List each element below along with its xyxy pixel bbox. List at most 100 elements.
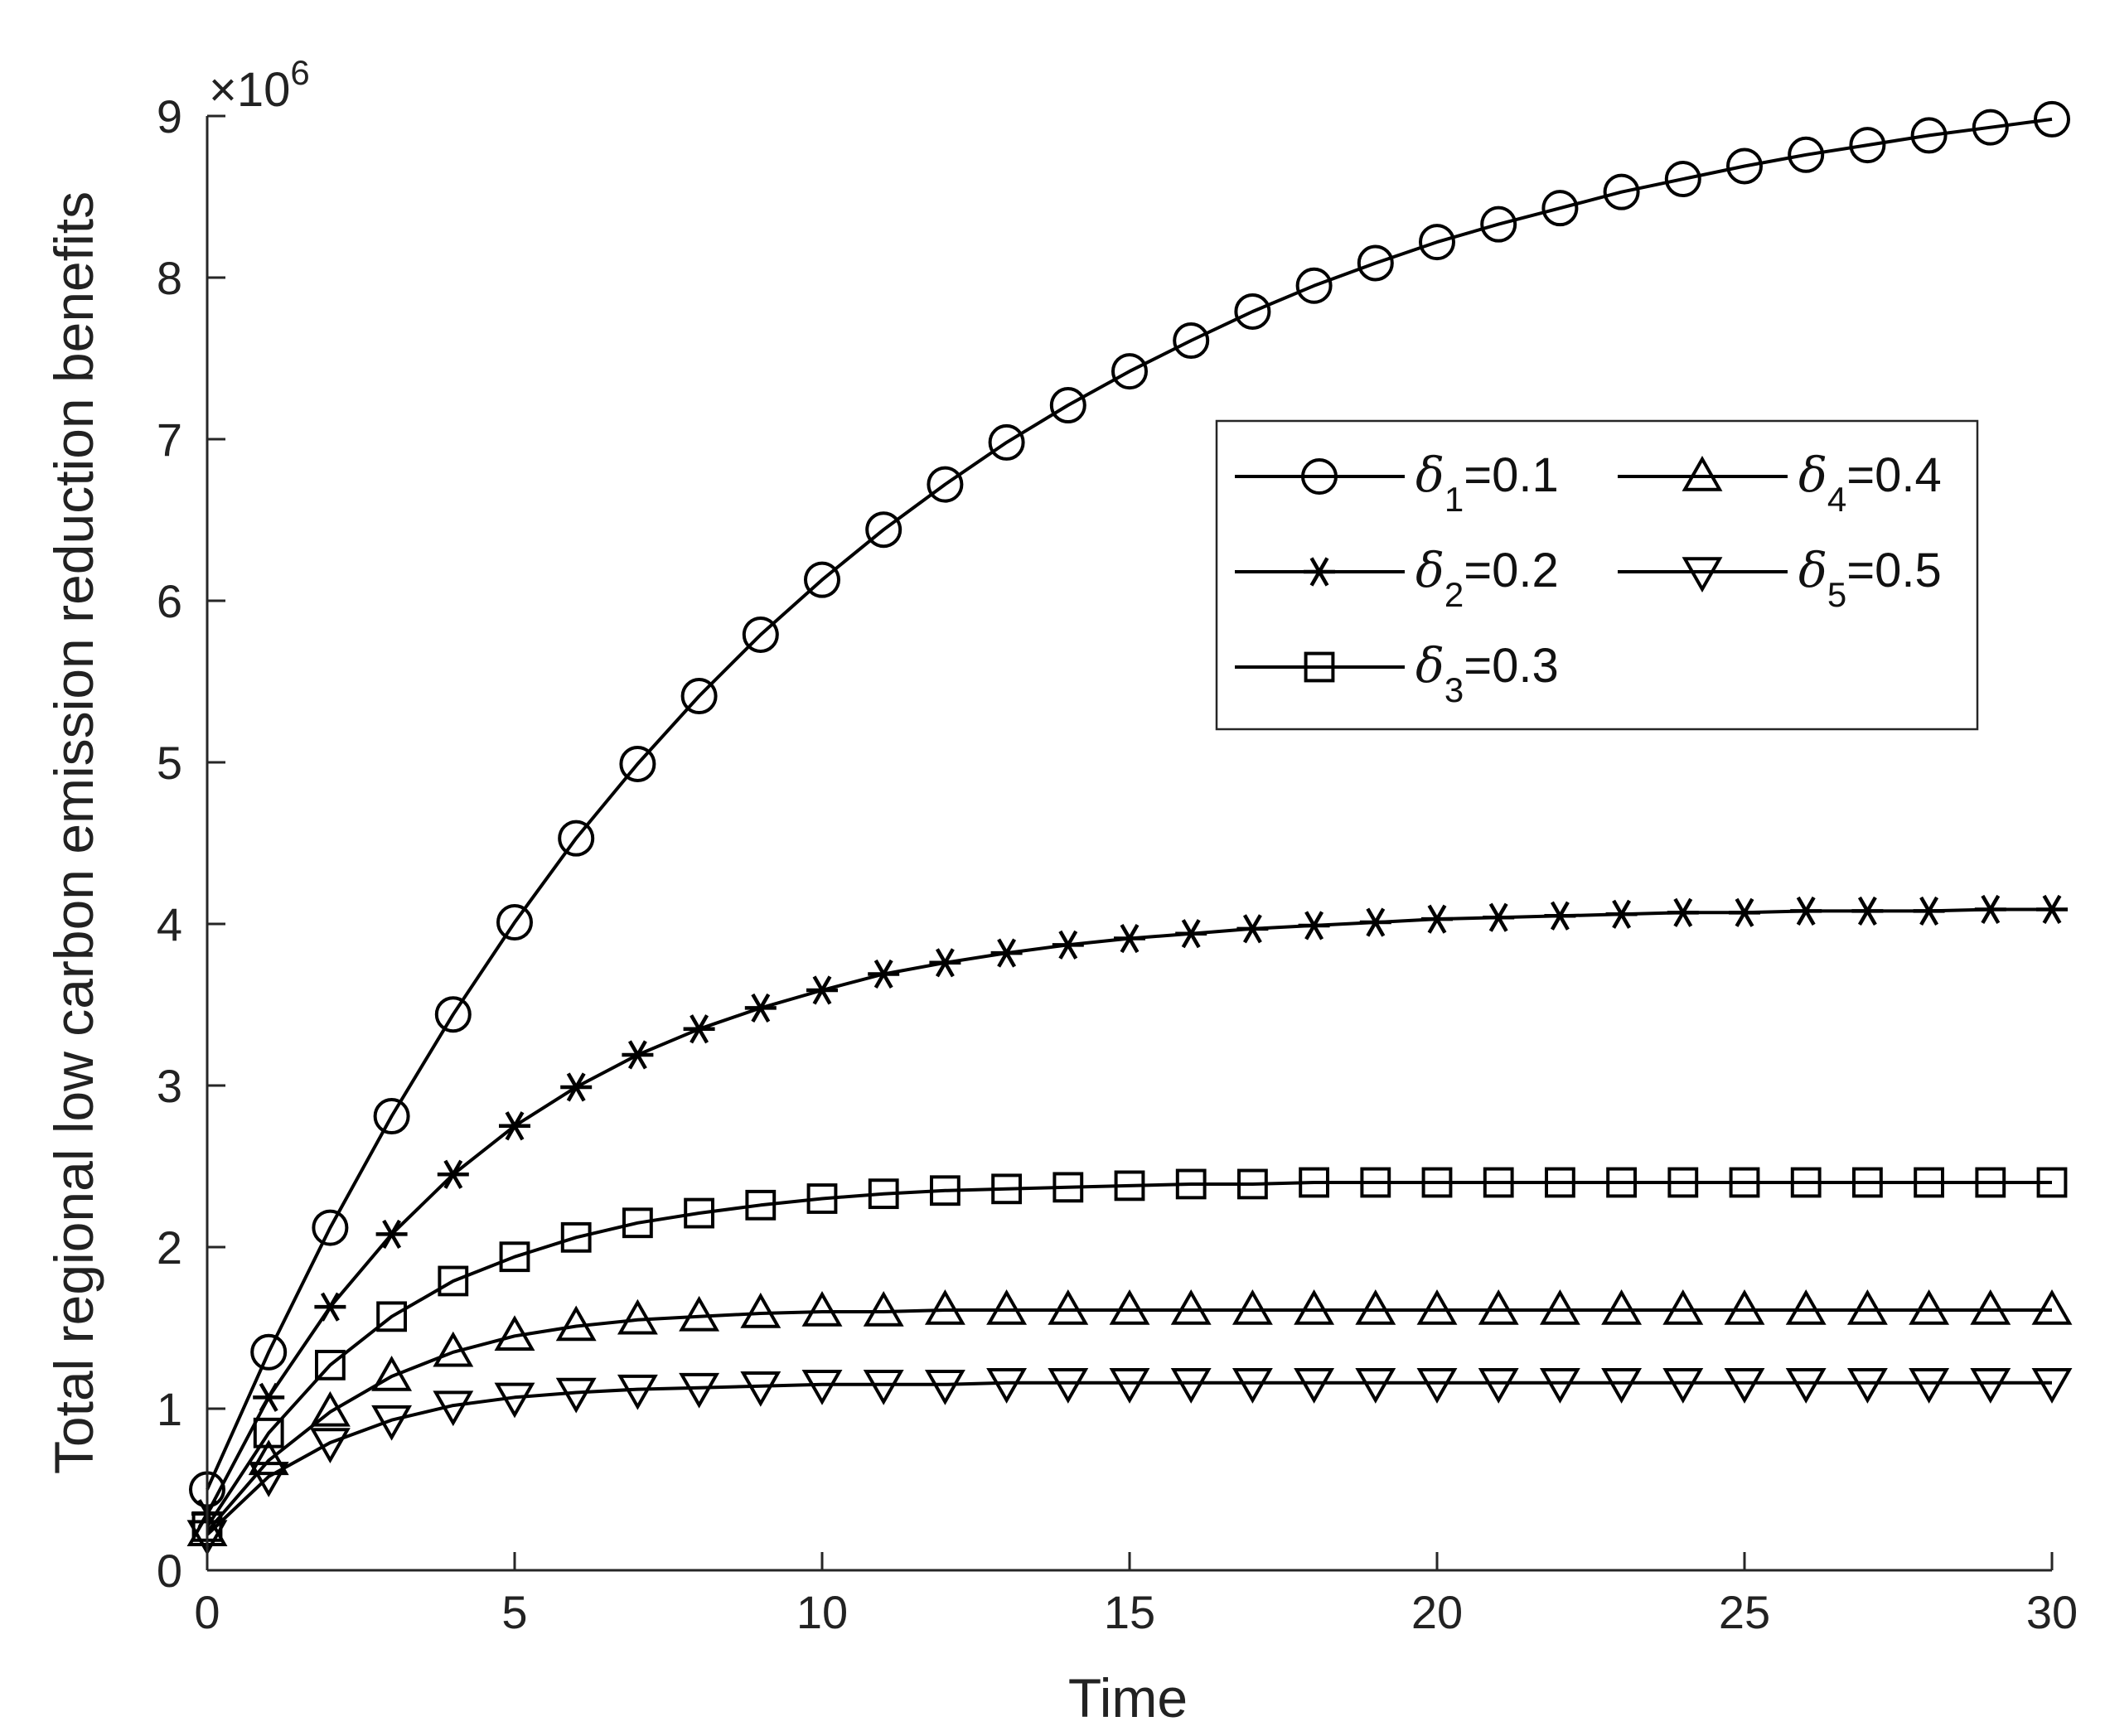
x-tick-label: 5: [501, 1586, 527, 1638]
series-5-point: [986, 1368, 1028, 1404]
x-tick-label: 25: [1719, 1586, 1770, 1638]
series-5-point: [1846, 1368, 1888, 1404]
series-1-point: [1664, 161, 1701, 198]
series-3-point: [1421, 1167, 1453, 1198]
legend-marker: [1682, 455, 1723, 491]
series-3-point: [1175, 1168, 1207, 1200]
series-1-point: [865, 511, 902, 549]
series-5-point: [1970, 1368, 2011, 1404]
series-4-point: [371, 1355, 413, 1391]
legend-marker: [1304, 557, 1335, 587]
series-2-point: [683, 1014, 715, 1044]
series-2-point: [1544, 901, 1576, 931]
series-2-point: [1851, 896, 1884, 926]
legend-box: [1215, 419, 1979, 731]
series-2-point: [1913, 896, 1945, 926]
series-3-point: [1114, 1170, 1145, 1202]
series-2-point: [253, 1382, 285, 1412]
series-4-point: [1294, 1289, 1335, 1325]
series-2-point: [1359, 907, 1391, 937]
legend-item-3: δ3=0.3: [1235, 637, 1559, 709]
series-3-point: [253, 1417, 284, 1448]
series-layer: [186, 100, 2073, 1556]
y-tick-label: 1: [157, 1383, 182, 1435]
series-4-point: [1662, 1289, 1704, 1325]
series-3-point: [684, 1197, 715, 1229]
series-3-point: [1729, 1167, 1760, 1198]
series-5-point: [1294, 1368, 1335, 1404]
series-1-point: [1603, 173, 1640, 210]
series-4-point: [1970, 1289, 2011, 1325]
series-4-point: [494, 1315, 535, 1351]
legend-marker: [1304, 651, 1335, 683]
series-5-point: [740, 1371, 782, 1407]
series-4-point: [1355, 1289, 1396, 1325]
series-1-point: [558, 820, 595, 857]
y-axis-multiplier: ×106: [209, 53, 310, 117]
series-3-line: [206, 1181, 2052, 1528]
series-5-point: [1355, 1368, 1396, 1404]
series-3-point: [868, 1178, 899, 1210]
series-5-point: [2031, 1368, 2073, 1404]
series-5-point: [1724, 1368, 1765, 1404]
series-5-point: [433, 1390, 474, 1427]
series-4-point: [1170, 1289, 1212, 1325]
series-4-point: [1909, 1289, 1950, 1325]
series-1-point: [1419, 224, 1455, 261]
series-3-point: [991, 1173, 1022, 1205]
series-3-point: [1606, 1167, 1637, 1198]
series-2-point: [990, 938, 1023, 968]
series-5-point: [801, 1370, 843, 1405]
series-2-point: [1790, 896, 1822, 926]
series-1-point: [988, 423, 1025, 461]
series-3-point: [2036, 1167, 2068, 1198]
legend-marker: [1301, 458, 1338, 495]
legend: δ1=0.1 δ2=0.2 δ3=0.3 δ4=0.4 δ5=0.5: [1215, 419, 1979, 731]
series-5-point: [863, 1370, 904, 1405]
legend-item-1: δ1=0.1: [1235, 447, 1559, 519]
x-tick-label: 30: [2026, 1586, 2078, 1638]
series-2-point: [1667, 897, 1699, 927]
legend-item-5: δ5=0.5: [1618, 542, 1942, 614]
series-5-point: [309, 1428, 351, 1463]
series-5-point: [555, 1377, 597, 1414]
series-4-point: [801, 1290, 843, 1327]
series-3-point: [499, 1241, 530, 1273]
series-4-point: [863, 1290, 904, 1327]
series-3-point: [376, 1301, 408, 1332]
y-axis-multiplier-exponent: 6: [290, 53, 309, 92]
legend-label: δ5=0.5: [1798, 542, 1942, 614]
series-1: [189, 100, 2070, 1508]
series-4-point: [1846, 1289, 1888, 1325]
y-tick-label: 6: [157, 575, 182, 627]
series-1-point: [1480, 206, 1517, 243]
series-2-point: [806, 975, 838, 1005]
y-tick-label: 8: [157, 252, 182, 304]
series-5-line: [206, 1381, 2052, 1536]
x-tick-label: 15: [1104, 1586, 1155, 1638]
series-1-point: [804, 561, 840, 598]
series-2-point: [499, 1111, 530, 1141]
series-4-point: [986, 1289, 1028, 1325]
y-axis-title: Total regional low carbon emission reduc…: [43, 191, 104, 1474]
series-5-point: [924, 1370, 965, 1405]
series-3-point: [1852, 1167, 1883, 1198]
series-2-point: [929, 948, 961, 978]
series-2-point: [1729, 897, 1760, 927]
series-2-point: [622, 1040, 654, 1070]
series-2-point: [1605, 899, 1638, 929]
series-1-point: [373, 1098, 410, 1135]
y-tick-label: 2: [157, 1221, 182, 1274]
series-5-point: [1232, 1368, 1273, 1404]
series-2-point: [437, 1159, 469, 1189]
series-4-point: [1109, 1289, 1150, 1325]
legend-label: δ2=0.2: [1415, 542, 1559, 614]
series-5-point: [1662, 1368, 1704, 1404]
series-4-point: [679, 1295, 720, 1332]
series-4-point: [1601, 1289, 1643, 1325]
series-5-point: [1416, 1368, 1458, 1404]
series-5-point: [679, 1372, 720, 1409]
series-1-point: [927, 466, 964, 503]
series-4-point: [1785, 1289, 1827, 1325]
